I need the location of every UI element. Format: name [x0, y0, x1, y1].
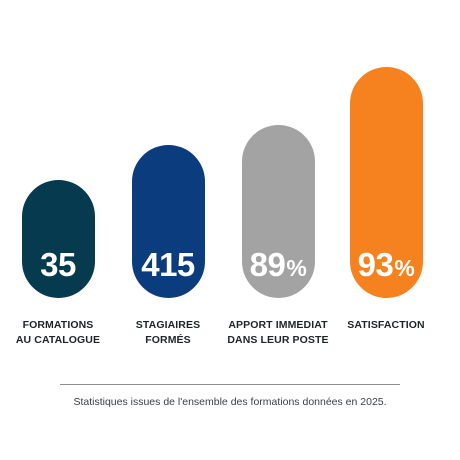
data-label-3: 89%	[228, 247, 328, 286]
data-label-number: 415	[141, 246, 195, 283]
category-label-4: SATISFACTION	[347, 319, 425, 331]
data-label-4: 93%	[336, 247, 436, 286]
caption: Statistiques issues de l'ensemble des fo…	[73, 396, 387, 408]
data-label-unit: %	[394, 255, 415, 281]
category-label-1: FORMATIONS AU CATALOGUE	[15, 319, 101, 346]
data-label-unit: %	[286, 255, 307, 281]
data-label-number: 89	[249, 246, 286, 283]
bar-1	[21, 180, 95, 298]
category-label-3: APPORT IMMEDIAT DANS LEUR POSTE	[227, 319, 329, 346]
bar-2	[131, 145, 205, 298]
bar-4	[349, 67, 423, 298]
data-label-number: 35	[40, 246, 76, 283]
category-label-2: STAGIAIRES FORMÉS	[135, 319, 201, 346]
divider-line	[60, 384, 400, 385]
bar-3	[241, 125, 315, 298]
data-label-2: 415	[118, 247, 218, 283]
data-label-1: 35	[8, 247, 108, 283]
data-label-number: 93	[357, 246, 394, 283]
